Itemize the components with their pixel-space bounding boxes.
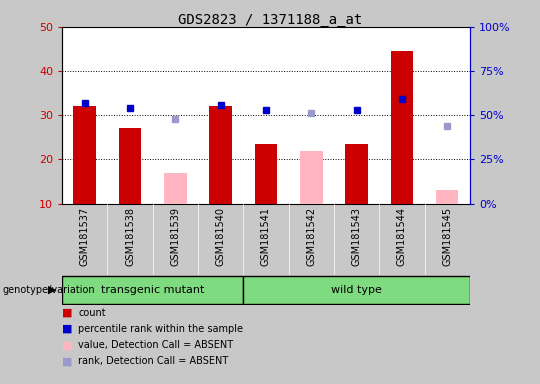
Bar: [62, 276, 244, 304]
Bar: [345, 144, 368, 204]
Bar: [300, 151, 322, 204]
Text: GSM181541: GSM181541: [261, 207, 271, 266]
Text: ■: ■: [62, 340, 72, 350]
Text: GSM181544: GSM181544: [397, 207, 407, 266]
Text: GSM181543: GSM181543: [352, 207, 362, 266]
Text: GSM181538: GSM181538: [125, 207, 135, 266]
Text: wild type: wild type: [331, 285, 382, 295]
Text: ■: ■: [62, 308, 72, 318]
Text: percentile rank within the sample: percentile rank within the sample: [78, 324, 244, 334]
Text: value, Detection Call = ABSENT: value, Detection Call = ABSENT: [78, 340, 233, 350]
Text: count: count: [78, 308, 106, 318]
Text: ▶: ▶: [48, 285, 57, 295]
Text: rank, Detection Call = ABSENT: rank, Detection Call = ABSENT: [78, 356, 228, 366]
Bar: [164, 173, 187, 204]
Text: GDS2823 / 1371188_a_at: GDS2823 / 1371188_a_at: [178, 13, 362, 27]
Bar: [210, 106, 232, 204]
Bar: [244, 276, 470, 304]
Text: ■: ■: [62, 324, 72, 334]
Text: transgenic mutant: transgenic mutant: [101, 285, 204, 295]
Bar: [255, 144, 277, 204]
Bar: [390, 51, 413, 204]
Text: GSM181542: GSM181542: [306, 207, 316, 266]
Text: genotype/variation: genotype/variation: [3, 285, 96, 295]
Text: GSM181545: GSM181545: [442, 207, 452, 266]
Bar: [436, 190, 458, 204]
Bar: [73, 106, 96, 204]
Text: GSM181540: GSM181540: [215, 207, 226, 266]
Bar: [119, 128, 141, 204]
Text: GSM181539: GSM181539: [170, 207, 180, 266]
Text: ■: ■: [62, 356, 72, 366]
Text: GSM181537: GSM181537: [80, 207, 90, 266]
